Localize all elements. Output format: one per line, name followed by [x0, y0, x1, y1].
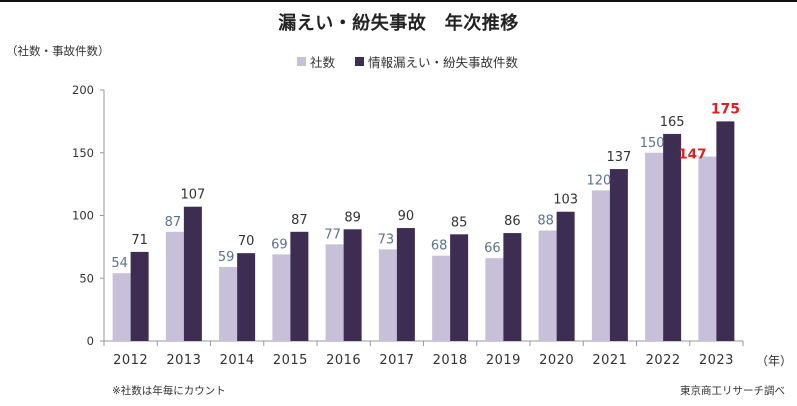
data-label-companies: 87: [165, 215, 182, 230]
bar-incidents: [397, 228, 415, 341]
x-tick-label: 2018: [433, 353, 468, 368]
bar-companies: [539, 231, 557, 341]
bar-companies: [698, 157, 716, 341]
data-label-incidents: 90: [398, 209, 415, 224]
footnote: ※社数は年毎にカウント: [112, 383, 226, 398]
data-label-companies: 66: [484, 241, 501, 256]
bar-incidents: [450, 234, 468, 341]
data-label-companies: 120: [586, 173, 611, 188]
data-label-incidents: 165: [660, 115, 685, 130]
bar-companies: [485, 258, 503, 341]
bar-companies: [326, 244, 344, 341]
data-label-incidents: 86: [504, 214, 521, 229]
data-label-companies: 147: [678, 147, 706, 163]
data-label-companies: 59: [218, 250, 235, 265]
x-tick-label: 2021: [592, 353, 627, 368]
y-tick-label: 50: [79, 271, 94, 285]
x-tick-label: 2019: [486, 353, 521, 368]
bar-companies: [272, 254, 290, 341]
x-tick-label: 2013: [166, 353, 201, 368]
data-label-incidents: 71: [131, 233, 148, 248]
bar-incidents: [237, 253, 255, 341]
data-label-incidents: 107: [180, 188, 205, 203]
x-tick-label: 2020: [539, 353, 574, 368]
x-tick-label: 2016: [326, 353, 361, 368]
x-tick-label: 2015: [273, 353, 308, 368]
x-tick-label: 2022: [646, 353, 681, 368]
x-tick-label: 2014: [220, 353, 255, 368]
x-axis-unit-label: （年）: [756, 352, 792, 369]
y-tick-label: 0: [87, 334, 94, 348]
data-label-incidents: 175: [711, 101, 740, 117]
bar-incidents: [290, 232, 308, 341]
source-credit: 東京商工リサーチ調べ: [680, 383, 785, 398]
bar-incidents: [557, 212, 575, 341]
data-label-companies: 77: [324, 227, 341, 242]
data-label-companies: 69: [271, 237, 288, 252]
data-label-incidents: 85: [451, 215, 468, 230]
data-label-companies: 54: [111, 256, 128, 271]
bar-incidents: [610, 169, 628, 341]
bar-incidents: [663, 134, 681, 341]
data-label-incidents: 103: [553, 193, 578, 208]
bar-companies: [379, 249, 397, 341]
bar-companies: [166, 232, 184, 341]
data-label-incidents: 89: [344, 210, 361, 225]
bar-incidents: [503, 233, 521, 341]
data-label-companies: 68: [431, 239, 448, 254]
data-label-incidents: 137: [606, 150, 631, 165]
x-tick-label: 2012: [113, 353, 148, 368]
x-tick-label: 2023: [699, 353, 734, 368]
y-tick-label: 200: [72, 83, 94, 97]
bar-companies: [645, 153, 663, 341]
y-tick-label: 150: [72, 146, 94, 160]
y-tick-label: 100: [72, 209, 94, 223]
bar-companies: [219, 267, 237, 341]
data-label-companies: 73: [378, 232, 395, 247]
data-label-incidents: 70: [238, 234, 255, 249]
bar-incidents: [184, 207, 202, 341]
bar-incidents: [131, 252, 149, 341]
bar-companies: [592, 190, 610, 341]
data-label-incidents: 87: [291, 213, 308, 228]
data-label-companies: 150: [640, 136, 665, 151]
bar-incidents: [716, 121, 734, 341]
x-tick-label: 2017: [379, 353, 414, 368]
bar-companies: [432, 256, 450, 341]
data-label-companies: 88: [537, 214, 554, 229]
bar-companies: [113, 273, 131, 341]
bar-incidents: [344, 229, 362, 341]
